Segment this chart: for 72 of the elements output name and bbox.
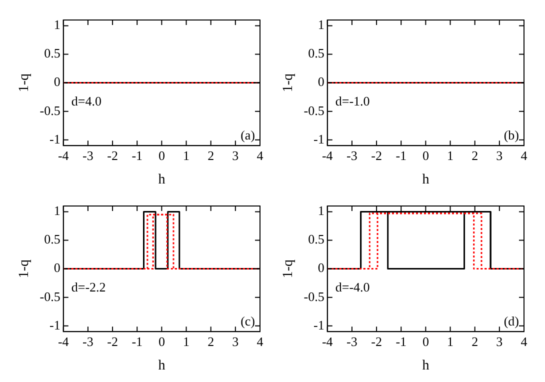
y-tick-label: 1	[318, 203, 324, 218]
annotation: d=-2.2	[71, 279, 106, 294]
y-tick-label: 0	[54, 260, 60, 276]
x-tick-label: -3	[346, 148, 358, 163]
y-tick-label: 0	[54, 74, 60, 90]
x-tick-label: -2	[107, 334, 118, 349]
x-tick-label: 0	[158, 334, 165, 349]
x-tick-label: 1	[183, 148, 190, 163]
y-tick-label: 0.5	[44, 46, 60, 61]
annotation: (a)	[240, 128, 255, 143]
x-tick-label: 4	[256, 148, 264, 163]
y-axis-title: 1-q	[17, 259, 32, 278]
x-tick-label: 4	[520, 334, 528, 349]
x-tick-label: -1	[396, 334, 407, 349]
x-tick-label: 1	[183, 334, 190, 349]
x-tick-label: -4	[58, 148, 70, 163]
y-tick-label: -0.5	[40, 102, 60, 118]
annotation: d=-1.0	[335, 93, 370, 108]
x-tick-label: -3	[82, 334, 94, 349]
x-tick-label: -1	[132, 334, 143, 349]
x-axis-title: h	[158, 172, 166, 188]
x-tick-label: 0	[158, 148, 165, 163]
y-tick-label: 1	[54, 17, 60, 32]
y-tick-label: 0.5	[308, 232, 324, 247]
x-tick-label: 4	[520, 148, 528, 163]
y-tick-label: -1	[314, 131, 324, 146]
x-axis-title: h	[422, 172, 430, 188]
x-tick-label: -4	[322, 334, 334, 349]
x-tick-label: -1	[396, 148, 407, 163]
y-tick-label: -1	[50, 131, 60, 146]
x-tick-label: -3	[82, 148, 94, 163]
x-tick-label: -2	[107, 148, 118, 163]
y-axis-title: 1-q	[281, 259, 296, 278]
y-tick-label: -0.5	[304, 288, 324, 304]
y-axis-title: 1-q	[17, 73, 32, 92]
x-tick-label: 2	[472, 334, 478, 349]
annotation: d=4.0	[71, 93, 102, 108]
annotation: d=-4.0	[335, 279, 370, 294]
x-tick-label: 3	[496, 334, 503, 349]
x-tick-label: 0	[422, 148, 429, 163]
x-tick-label: 2	[208, 148, 214, 163]
y-tick-label: 0	[318, 260, 324, 276]
y-tick-label: 0.5	[308, 46, 324, 61]
x-tick-label: -4	[58, 334, 70, 349]
x-tick-label: -3	[346, 334, 358, 349]
x-axis-title: h	[422, 358, 430, 374]
annotation: (d)	[504, 314, 519, 329]
x-axis-title: h	[158, 358, 166, 374]
x-tick-label: -1	[132, 148, 143, 163]
x-tick-label: 1	[447, 334, 454, 349]
x-tick-label: 2	[208, 334, 214, 349]
x-tick-label: 0	[422, 334, 429, 349]
y-tick-label: -1	[314, 317, 324, 332]
x-tick-label: 3	[232, 334, 239, 349]
annotation: (b)	[504, 128, 519, 143]
y-tick-label: 1	[318, 17, 324, 32]
y-tick-label: -0.5	[304, 102, 324, 118]
x-tick-label: 2	[472, 148, 478, 163]
x-tick-label: 3	[496, 148, 503, 163]
x-tick-label: -4	[322, 148, 334, 163]
x-tick-label: 3	[232, 148, 239, 163]
annotation: (c)	[240, 314, 255, 329]
x-tick-label: -2	[371, 334, 382, 349]
y-tick-label: 0.5	[44, 232, 60, 247]
y-tick-label: 1	[54, 203, 60, 218]
x-tick-label: 4	[256, 334, 264, 349]
x-tick-label: 1	[447, 148, 454, 163]
y-tick-label: -0.5	[40, 288, 60, 304]
x-tick-label: -2	[371, 148, 382, 163]
y-tick-label: 0	[318, 74, 324, 90]
y-tick-label: -1	[50, 317, 60, 332]
y-axis-title: 1-q	[281, 73, 296, 92]
